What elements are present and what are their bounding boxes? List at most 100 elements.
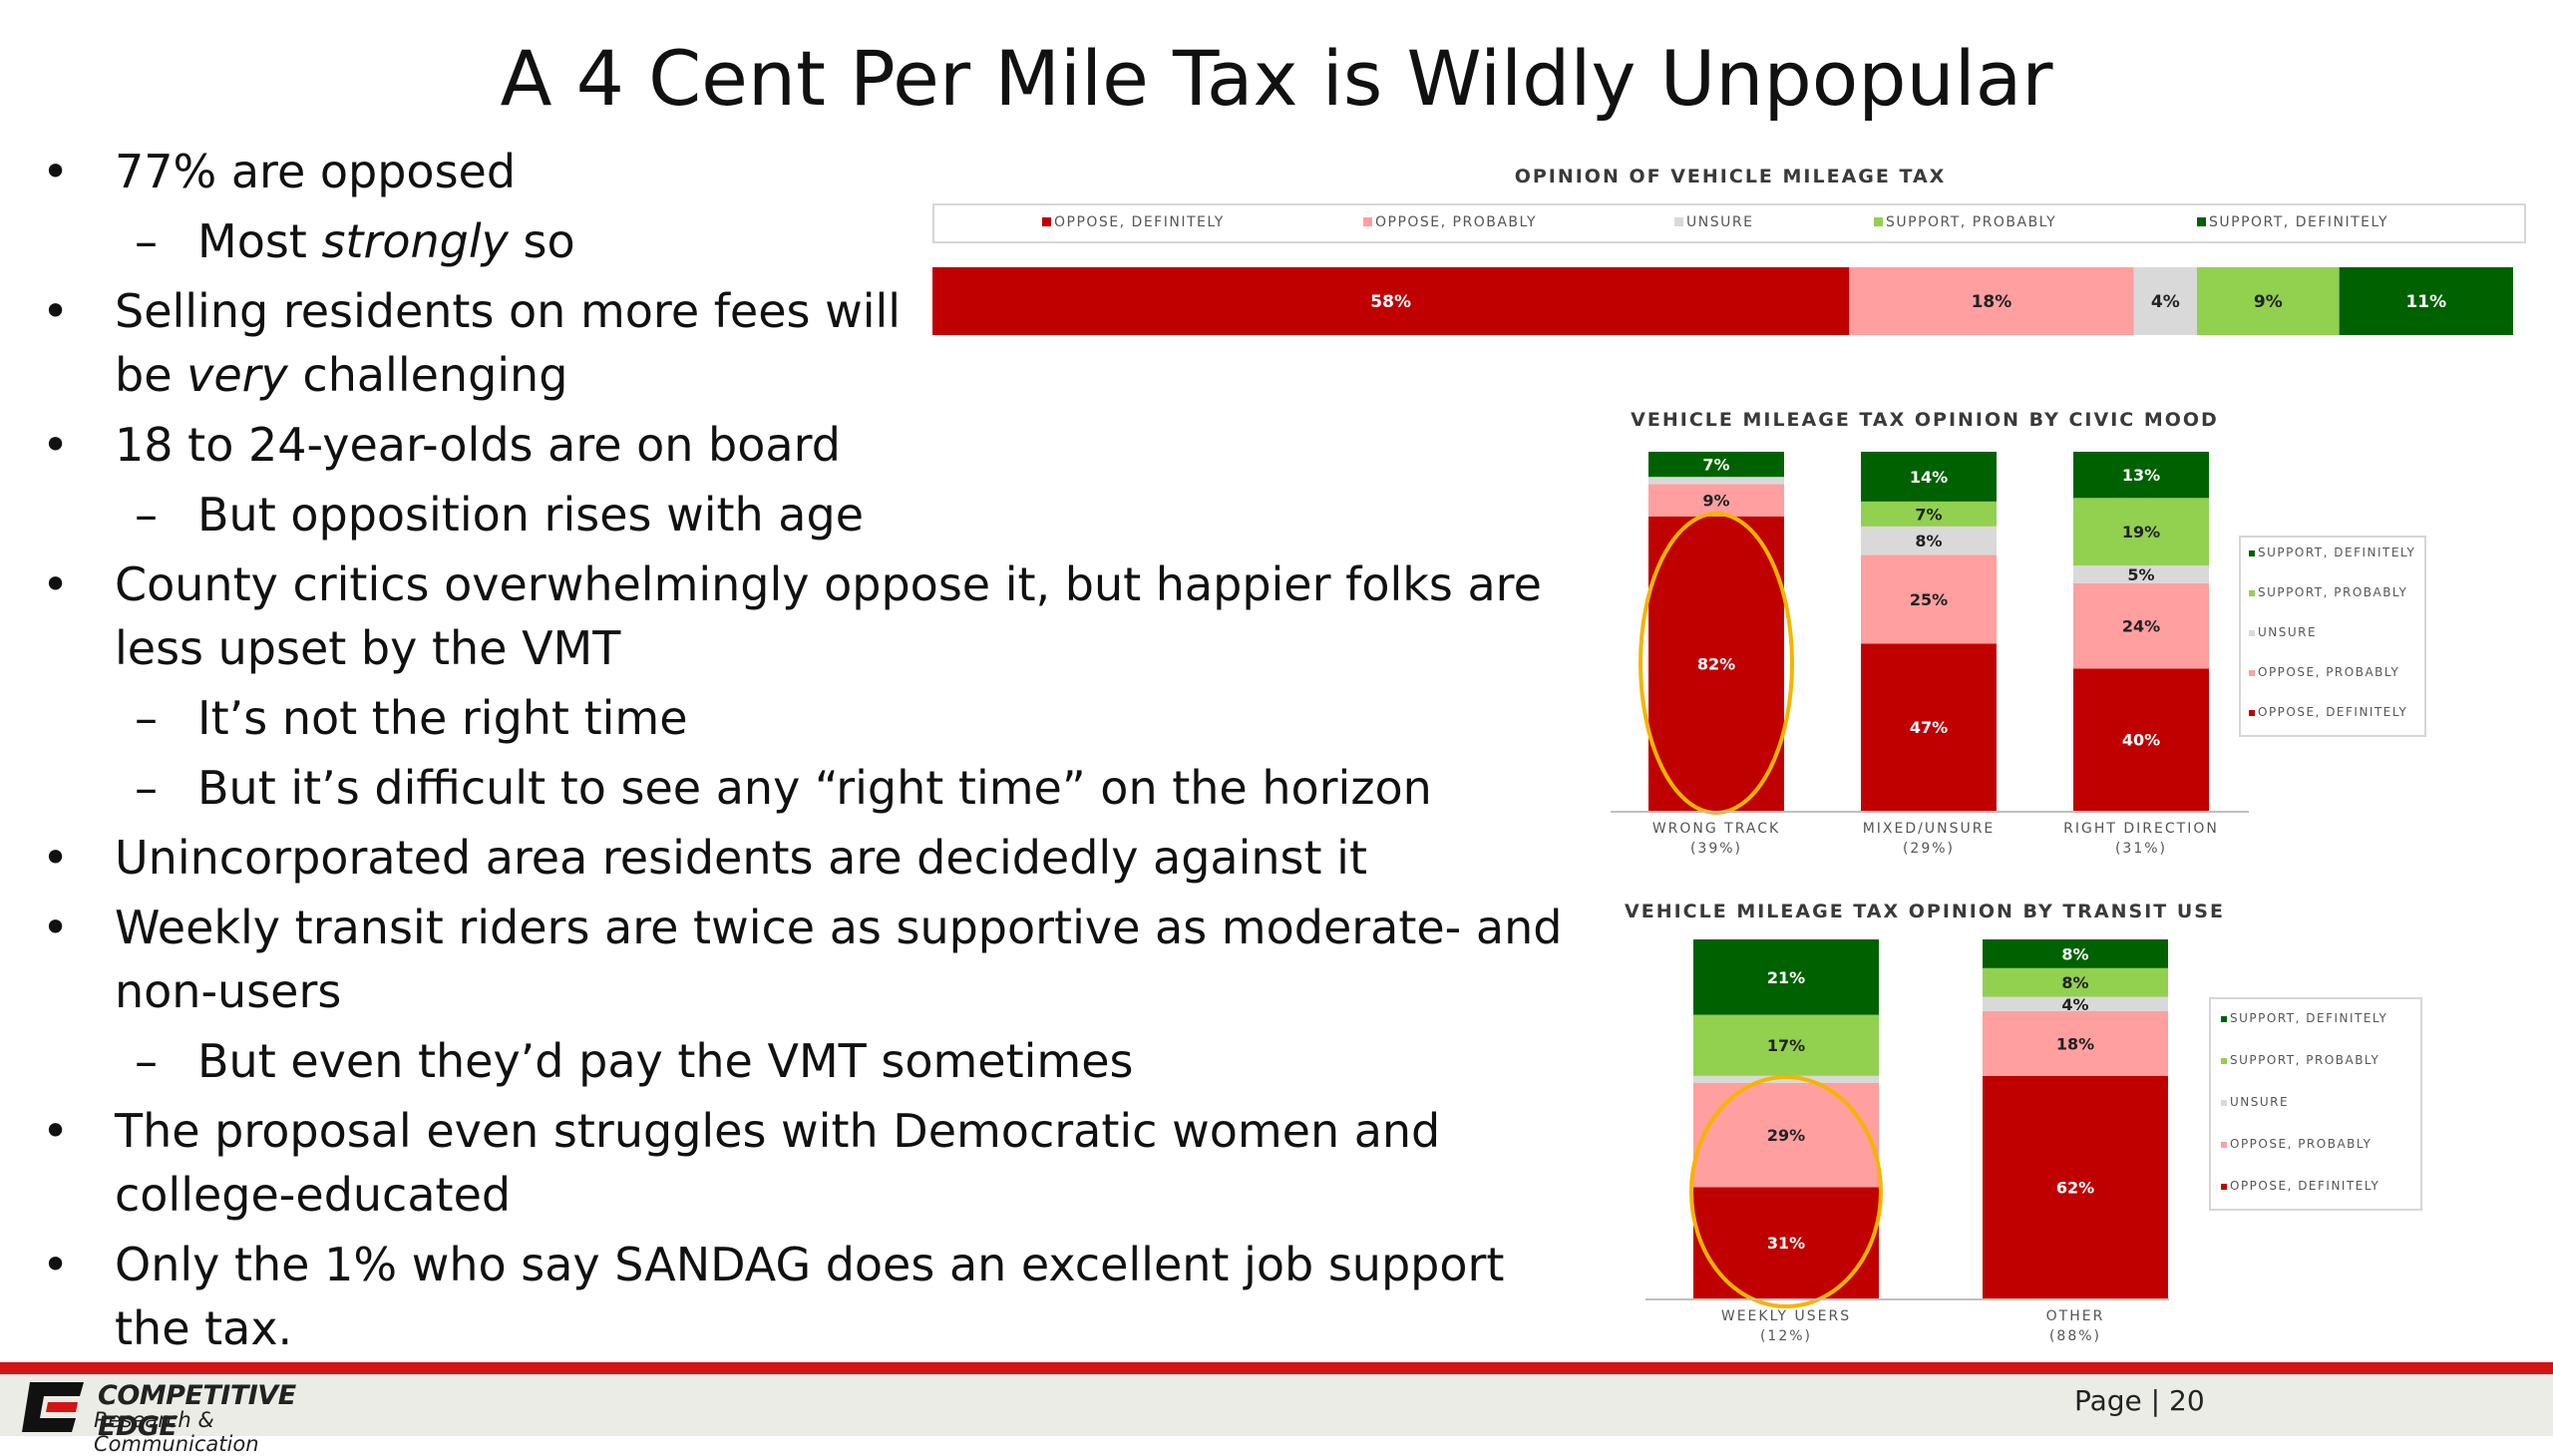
bar-segment [1861, 501, 1997, 527]
sub-bullet-text: But it’s difficult to see any “right tim… [197, 761, 1432, 815]
legend-label: OPPOSE, DEFINITELY [2258, 705, 2408, 719]
data-label: 9% [2254, 292, 2283, 312]
bar-segment [1648, 484, 1784, 517]
chart2-plot: 82% 9% 7% WRONG TRACK (39%) 47% 25% 8% 7% 14% MIXE… [1611, 452, 2249, 857]
legend-item: OPPOSE, PROBABLY [2221, 1137, 2371, 1151]
data-label: 4% [2061, 995, 2088, 1014]
legend-item: UNSURE [2221, 1095, 2289, 1109]
chart3-plot: 31% 29% 17% 21% WEEKLY USERS (12%) 62% 18% 4% 8% 8… [1645, 939, 2169, 1344]
data-label: 4% [2151, 292, 2180, 312]
legend-label: SUPPORT, PROBABLY [1886, 214, 2057, 230]
data-label: 14% [1910, 468, 1948, 487]
legend-swatch [2249, 550, 2255, 556]
bullet-text: 77% are opposed [115, 145, 517, 198]
legend-item: UNSURE [1674, 214, 1753, 230]
bullet-item: The proposal even struggles with Democra… [40, 1099, 1576, 1227]
data-label: 47% [1910, 718, 1948, 737]
legend-swatch [2221, 1184, 2227, 1190]
data-label: 31% [1767, 1234, 1805, 1253]
x-tick-label: OTHER [2046, 1308, 2105, 1324]
data-label: 29% [1767, 1126, 1805, 1145]
sub-bullet-item: But even they’d pay the VMT sometimes [40, 1029, 1576, 1093]
legend-item: OPPOSE, PROBABLY [1363, 214, 1537, 230]
bar-segment [1861, 452, 1997, 502]
highlight-circle [1689, 1075, 1883, 1308]
bullet-text: Only the 1% who say SANDAG does an excel… [115, 1238, 1505, 1355]
legend-label: OPPOSE, PROBABLY [1375, 214, 1538, 230]
x-tick-label: WEEKLY USERS [1721, 1308, 1851, 1324]
data-label: 13% [2122, 466, 2160, 485]
legend-item: OPPOSE, DEFINITELY [2249, 705, 2407, 719]
legend-label: SUPPORT, DEFINITELY [2258, 546, 2416, 559]
legend-item: OPPOSE, PROBABLY [2249, 665, 2399, 679]
sub-bullet-text: so [508, 214, 575, 268]
footer-bar [0, 1374, 2553, 1436]
legend-item: UNSURE [2249, 625, 2317, 639]
data-label: 5% [2127, 565, 2154, 584]
x-tick-sublabel: (29%) [1903, 841, 1955, 857]
data-label: 8% [2061, 973, 2088, 992]
bar-segment [1693, 1083, 1879, 1188]
data-label: 7% [1915, 505, 1942, 524]
company-logo: COMPETITIVE EDGE Research & Communicatio… [22, 1380, 361, 1456]
bullet-item: Weekly transit riders are twice as suppo… [40, 896, 1576, 1023]
sub-bullet-item: But opposition rises with age [40, 483, 1576, 546]
x-tick-label: RIGHT DIRECTION [2063, 821, 2219, 837]
sub-bullet-text: It’s not the right time [197, 691, 688, 745]
legend-label: OPPOSE, PROBABLY [2258, 665, 2400, 679]
legend-swatch [2221, 1058, 2227, 1064]
bullet-text: challenging [287, 348, 568, 402]
data-label: 11% [2405, 292, 2446, 312]
emphasis-text: strongly [321, 214, 509, 268]
chart1-plot: 58% 18% 4% 9% 11% [932, 267, 2513, 335]
bullet-item: 77% are opposed [40, 140, 1576, 203]
legend-label: OPPOSE, PROBABLY [2230, 1137, 2372, 1151]
bar-segment [1693, 1075, 1879, 1083]
bar-segment [932, 267, 1850, 335]
legend-swatch [2249, 630, 2255, 636]
legend-swatch [1874, 217, 1883, 226]
legend-swatch [2249, 710, 2255, 716]
chart1-title: OPINION OF VEHICLE MILEAGE TAX [1514, 166, 1947, 187]
bullet-text: Selling residents on more fees will be [115, 284, 902, 402]
legend-swatch [2249, 590, 2255, 596]
bar-segment [1983, 939, 2168, 968]
data-label: 24% [2122, 617, 2160, 636]
bullet-text: Unincorporated area residents are decide… [115, 831, 1367, 885]
sub-bullet-text: But opposition rises with age [197, 488, 864, 542]
bar-segment [2073, 498, 2209, 566]
bar-segment [2133, 267, 2197, 335]
legend-label: SUPPORT, DEFINITELY [2230, 1011, 2388, 1025]
x-tick-sublabel: (12%) [1760, 1328, 1812, 1344]
data-label: 18% [1972, 292, 2012, 312]
bar-segment [2073, 452, 2209, 499]
legend-swatch [1042, 217, 1051, 226]
bullet-item: 18 to 24-year-olds are on board [40, 413, 1576, 477]
legend-label: SUPPORT, PROBABLY [2258, 585, 2408, 599]
sub-bullet-item: But it’s difficult to see any “right tim… [40, 756, 1576, 820]
bar-segment [1648, 452, 1784, 478]
legend-swatch [2221, 1142, 2227, 1148]
logo-line2: Research & Communication [94, 1408, 259, 1456]
bullet-item: Selling residents on more fees will be v… [40, 279, 912, 407]
page-number: Page | 20 [2074, 1384, 2205, 1417]
data-label: 7% [1702, 456, 1729, 475]
logo-mark-icon [22, 1382, 84, 1432]
data-label: 18% [2056, 1034, 2094, 1053]
bar-segment [1693, 939, 1879, 1015]
legend-item: SUPPORT, PROBABLY [2249, 585, 2407, 599]
legend-item: OPPOSE, DEFINITELY [1042, 214, 1225, 230]
legend-item: SUPPORT, DEFINITELY [2221, 1011, 2387, 1025]
bar-segment [1849, 267, 2134, 335]
bar-segment [2073, 582, 2209, 669]
sub-bullet-text: Most [197, 214, 322, 268]
data-label: 82% [1697, 654, 1735, 673]
bar-segment [1861, 643, 1997, 811]
legend-item: SUPPORT, PROBABLY [2221, 1053, 2379, 1067]
bar-segment [1648, 477, 1784, 485]
data-label: 25% [1910, 590, 1948, 609]
legend-label: SUPPORT, DEFINITELY [2209, 214, 2388, 230]
bar-segment [1861, 526, 1997, 555]
bar-segment [2073, 668, 2209, 811]
x-tick-sublabel: (31%) [2115, 841, 2167, 857]
